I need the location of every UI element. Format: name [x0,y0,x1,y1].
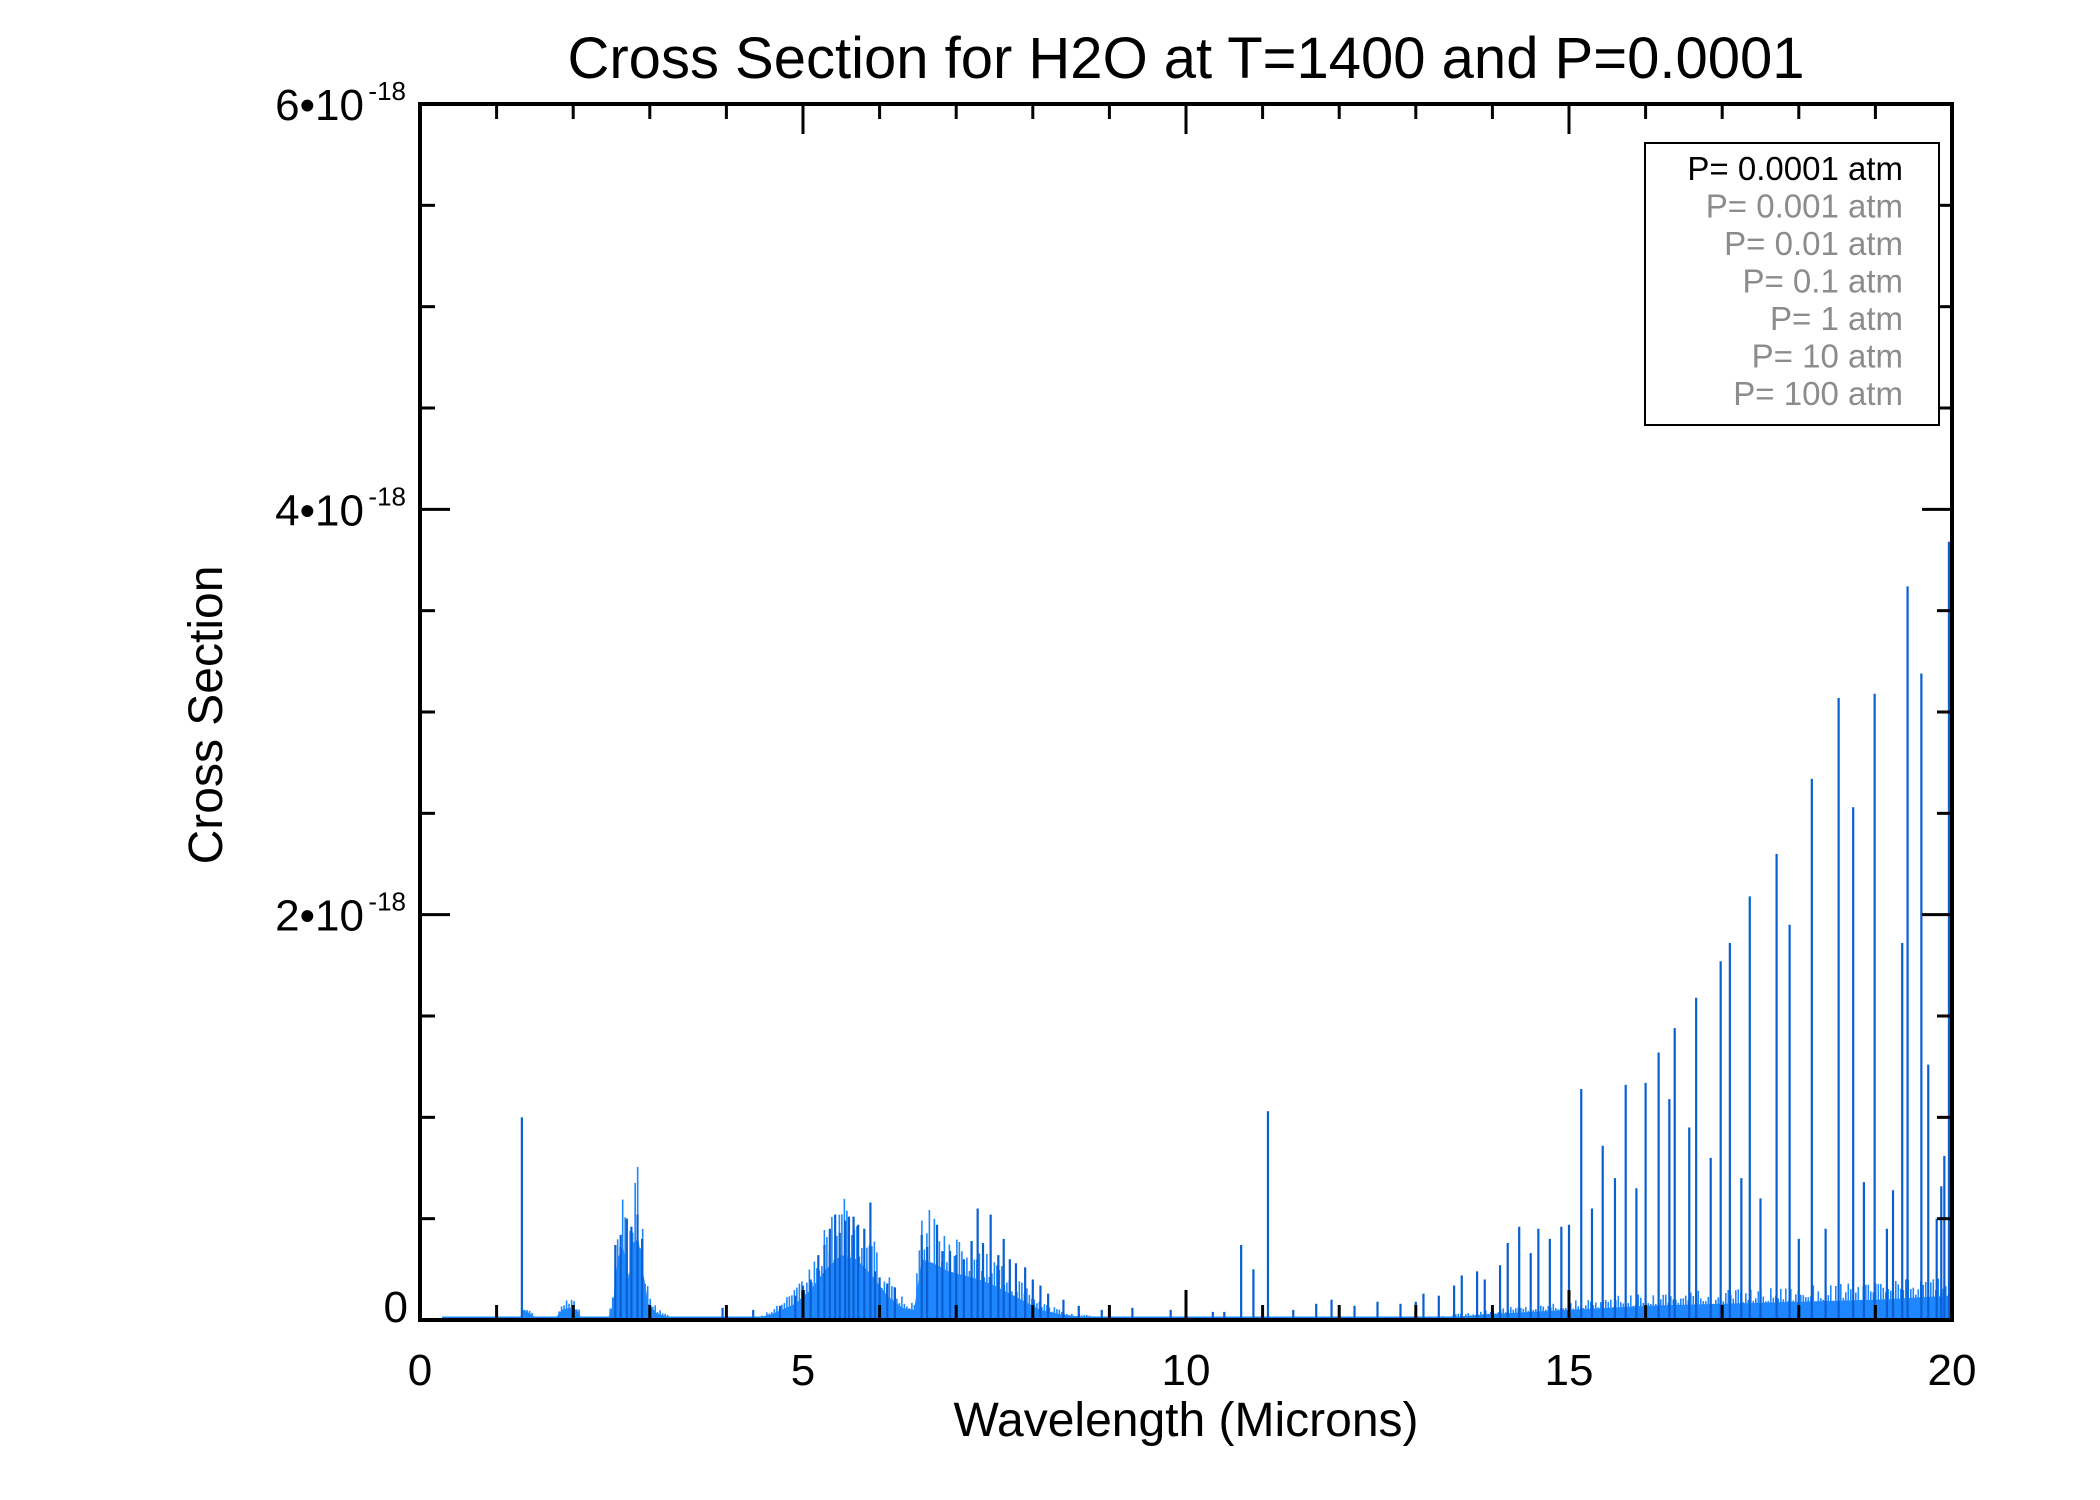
x-tick-labels: 0 5 10 15 20 [408,1346,1977,1395]
y-tick-label: -182•10 [275,887,406,941]
legend-entry: P= 10 atm [1752,338,1903,375]
legend-entry: P= 0.1 atm [1742,263,1903,300]
y-tick-mantissa: 0 [384,1283,408,1332]
legend-entry: P= 1 atm [1770,300,1903,337]
y-tick-label: 0 [384,1283,408,1332]
legend-entry: P= 0.001 atm [1706,188,1903,225]
y-tick-exponent: -18 [368,76,406,106]
y-tick-labels: 0-182•10-184•10-186•10 [275,76,408,1332]
x-tick-label: 20 [1928,1346,1977,1395]
chart-title: Cross Section for H2O at T=1400 and P=0.… [567,26,1804,91]
axis-ticks [418,102,1954,1322]
y-tick-label: -184•10 [275,481,406,535]
plot-area [442,541,1952,1320]
legend-entry: P= 0.0001 atm [1687,150,1903,187]
x-tick-label: 0 [408,1346,432,1395]
legend-entry: P= 100 atm [1733,375,1903,412]
y-tick-exponent: -18 [368,481,406,511]
y-tick-label: -186•10 [275,76,406,130]
y-tick-exponent: -18 [368,887,406,917]
y-tick-mantissa: 4•10 [275,486,364,535]
x-tick-label: 10 [1162,1346,1211,1395]
legend-entry: P= 0.01 atm [1724,225,1903,262]
y-tick-mantissa: 2•10 [275,892,364,941]
legend-box [1644,142,1940,426]
x-axis-label: Wavelength (Microns) [953,1394,1418,1447]
y-axis-label: Cross Section [180,566,233,865]
y-tick-mantissa: 6•10 [275,81,364,130]
x-tick-label: 15 [1545,1346,1594,1395]
x-tick-label: 5 [791,1346,815,1395]
